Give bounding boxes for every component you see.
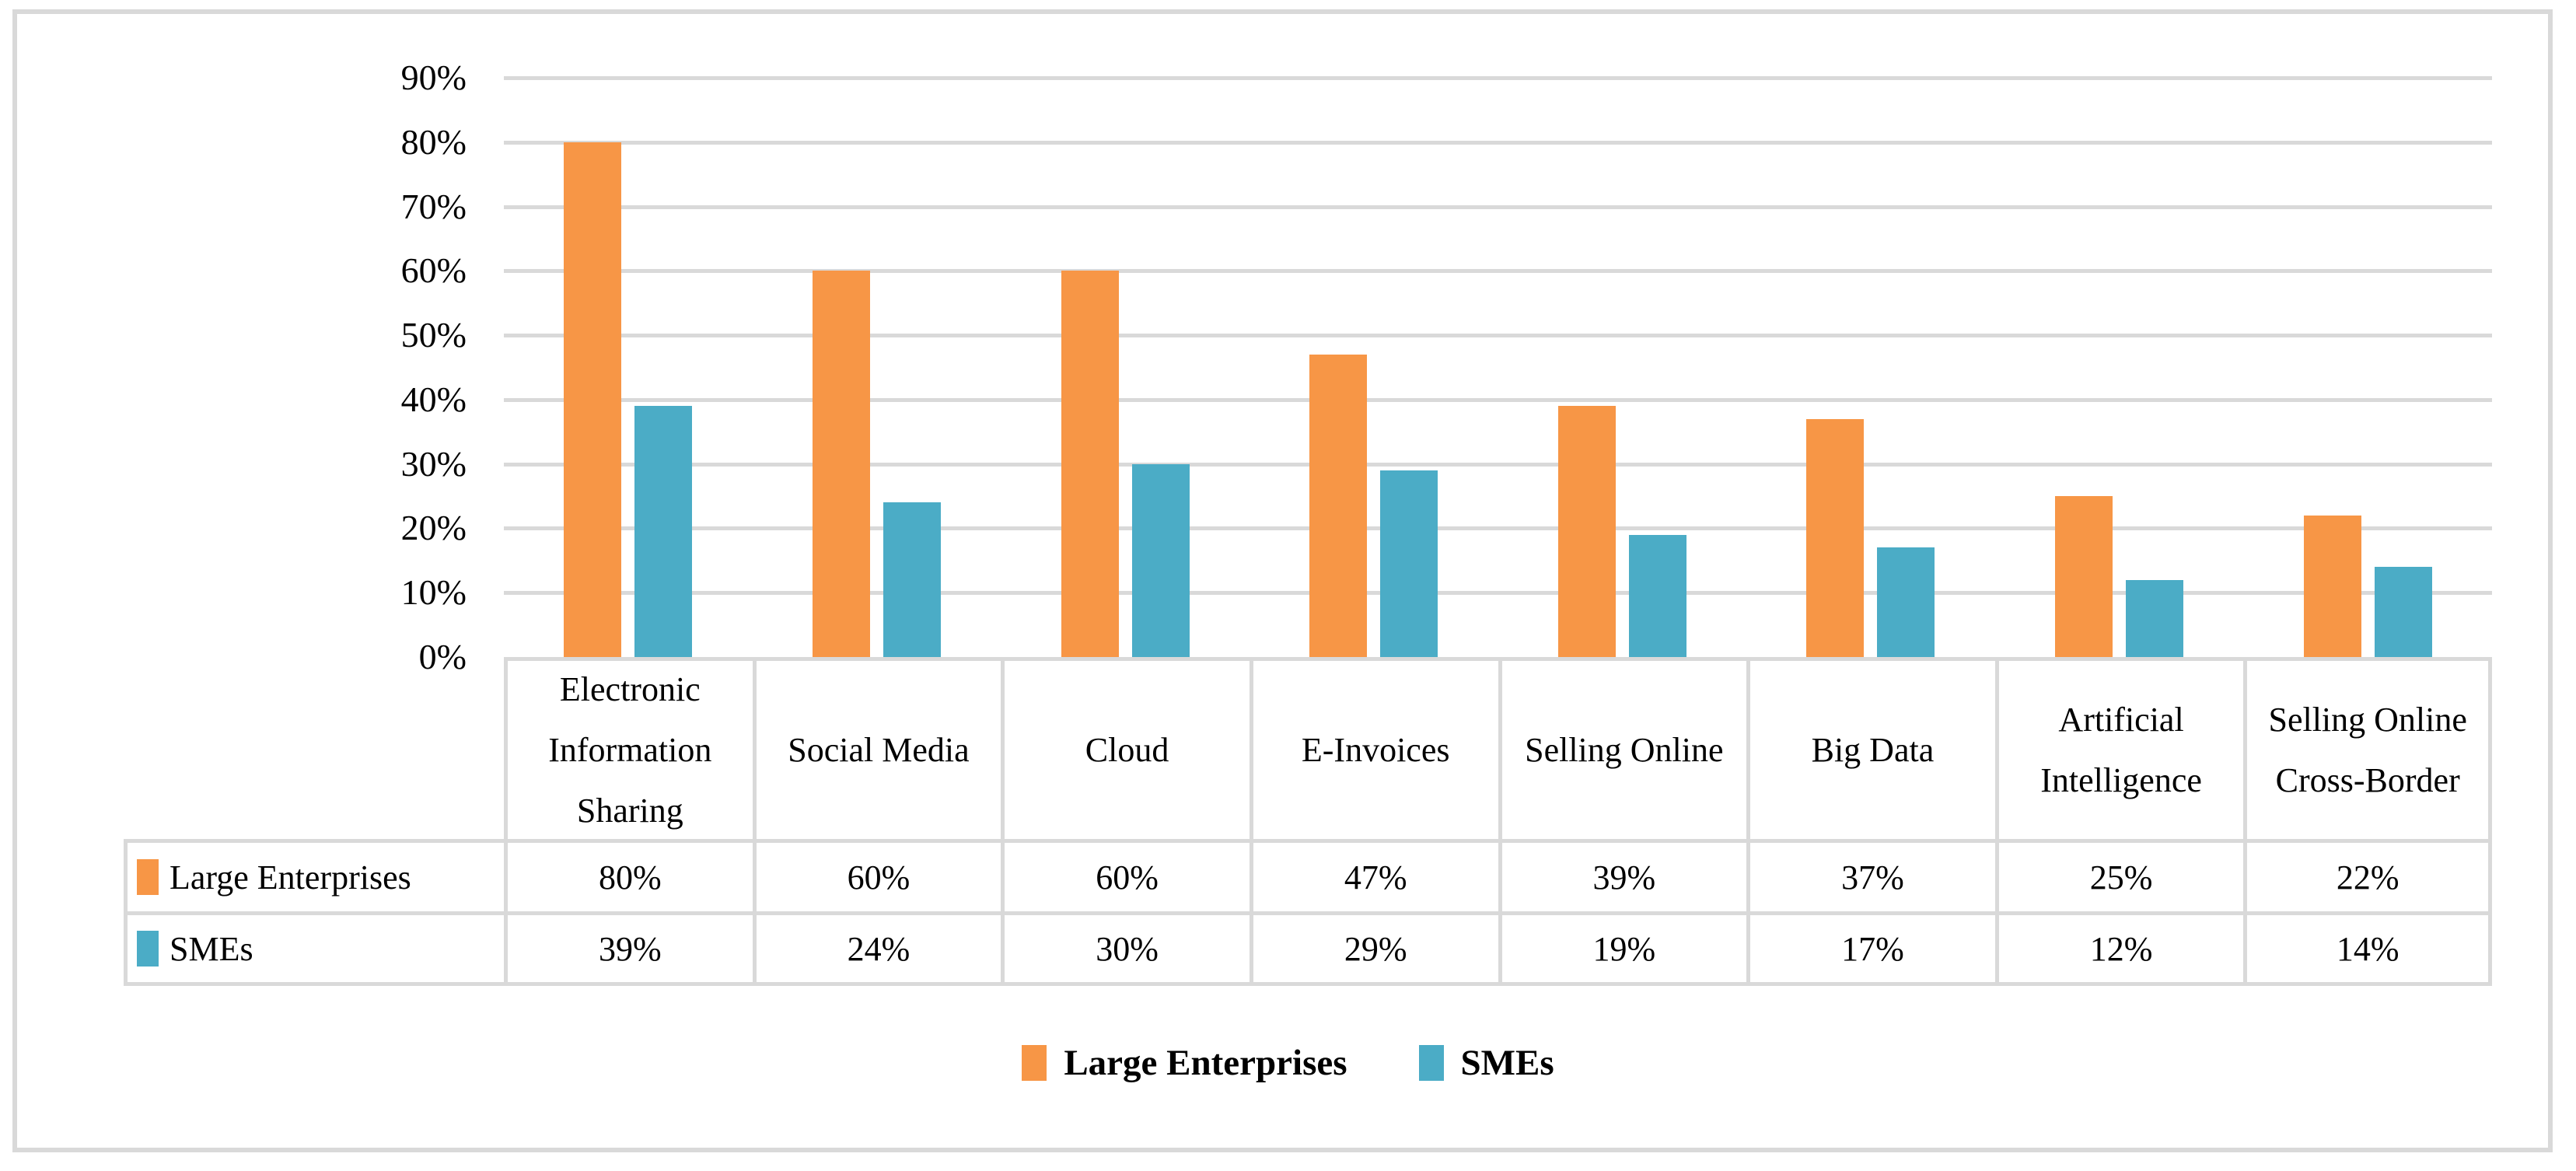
plot-area [504,76,2492,657]
bar-large-enterprises [1557,406,1616,657]
table-value: 22% [2243,839,2492,911]
bar-group-selling-online [1498,78,1747,657]
table-row-header-smes: SMEs [124,911,504,986]
gridline-70 [504,204,2492,209]
table-value: 19% [1498,911,1747,986]
category-header: E-Invoices [1249,657,1498,839]
bar-group-e-invoices [1250,78,1498,657]
table-value: 60% [752,839,1001,911]
y-tick-label: 60% [400,250,467,290]
table-row-label: Large Enterprises [170,858,411,897]
category-header: Selling Online [1498,657,1747,839]
bar-group-cloud [1001,78,1250,657]
gridline-60 [504,269,2492,274]
table-value: 12% [1994,911,2244,986]
bar-group-big-data [1746,78,1995,657]
y-tick-label: 80% [400,122,467,162]
legend-item-large-enterprises: Large Enterprises [1022,1042,1347,1084]
category-header: Big Data [1746,657,1995,839]
bar-smes [1877,547,1935,657]
gridline-10 [504,591,2492,596]
bar-smes [1628,534,1686,657]
legend-label: SMEs [1460,1043,1554,1083]
bar-group-selling-online-cross-border [2243,78,2492,657]
table-value: 17% [1746,911,1995,986]
table-value: 39% [1498,839,1747,911]
y-tick-label: 30% [400,444,467,484]
table-value: 60% [1001,839,1250,911]
table-value: 47% [1249,839,1498,911]
bar-smes [1380,470,1438,657]
bar-smes [2374,567,2432,657]
category-header: Cloud [1001,657,1250,839]
gridline-20 [504,526,2492,531]
table-value: 80% [504,839,753,911]
bar-group-electronic-information-sharing [504,78,753,657]
gridline-90 [504,76,2492,80]
bar-smes [1131,463,1190,657]
bar-large-enterprises [1309,354,1368,657]
bar-large-enterprises [812,271,870,657]
table-value: 30% [1001,911,1250,986]
bar-group-artificial-intelligence [1995,78,2244,657]
gridline-30 [504,462,2492,467]
category-header: Electronic Information Sharing [504,657,753,839]
gridline-50 [504,334,2492,338]
gridline-80 [504,140,2492,145]
legend-key-teal-square-icon [137,931,159,967]
bar-group-social-media [753,78,1001,657]
legend-key-orange-square-icon [137,859,159,895]
table-value: 39% [504,911,753,986]
y-tick-label: 0% [418,637,467,676]
y-tick-label: 10% [400,572,467,612]
table-row-header-large-enterprises: Large Enterprises [124,839,504,911]
bar-smes [634,406,693,657]
bar-groups [504,78,2492,657]
bar-large-enterprises [2303,515,2361,657]
gridline-40 [504,397,2492,402]
table-value: 37% [1746,839,1995,911]
legend-item-smes: SMEs [1418,1042,1554,1084]
table-value: 29% [1249,911,1498,986]
category-header: Social Media [752,657,1001,839]
bar-smes [883,502,941,657]
legend-orange-square-icon [1022,1045,1047,1081]
y-tick-label: 50% [400,315,467,355]
table-corner-empty [124,657,504,839]
y-tick-label: 70% [400,187,467,226]
y-tick-label: 90% [400,58,467,97]
data-table: Electronic Information Sharing Social Me… [124,657,2492,986]
bar-smes [2126,579,2184,657]
chart-legend: Large Enterprises SMEs [0,1042,2576,1084]
bar-large-enterprises [564,142,622,657]
table-value: 25% [1994,839,2244,911]
table-value: 24% [752,911,1001,986]
y-tick-label: 20% [400,508,467,547]
table-value: 14% [2243,911,2492,986]
legend-label: Large Enterprises [1064,1043,1347,1083]
category-header: Artificial Intelligence [1994,657,2244,839]
bar-large-enterprises [1061,271,1119,657]
category-header: Selling Online Cross-Border [2243,657,2492,839]
y-tick-label: 40% [400,379,467,419]
bar-large-enterprises [1806,418,1865,657]
bar-large-enterprises [2055,496,2113,657]
table-row-label: SMEs [170,929,253,968]
legend-teal-square-icon [1418,1045,1444,1081]
